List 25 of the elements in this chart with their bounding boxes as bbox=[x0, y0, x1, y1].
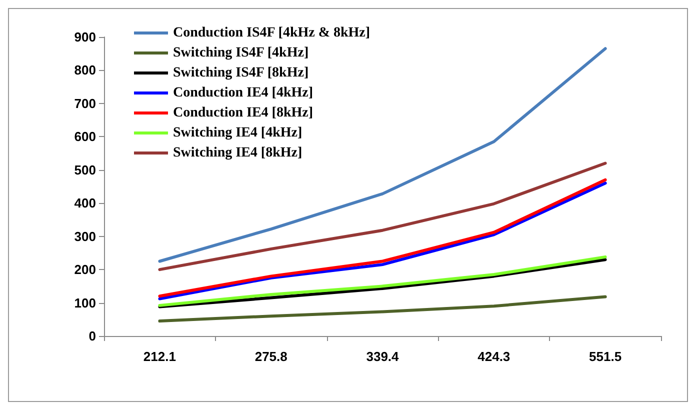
y-tick-label: 800 bbox=[74, 62, 96, 78]
y-tick-label: 700 bbox=[74, 96, 96, 111]
legend-label: Conduction IE4 [8kHz] bbox=[173, 106, 314, 120]
y-tick-label: 500 bbox=[74, 162, 96, 178]
legend-label: Switching IE4 [4kHz] bbox=[173, 126, 302, 140]
x-tick-label: 339.4 bbox=[366, 349, 400, 364]
y-tick-label: 400 bbox=[74, 196, 96, 211]
legend-label: Conduction IS4F [4kHz & 8kHz] bbox=[173, 26, 370, 40]
x-tick-label: 212.1 bbox=[143, 349, 176, 364]
y-tick-label: 100 bbox=[74, 295, 96, 310]
x-tick-label: 275.8 bbox=[254, 349, 288, 364]
line-series bbox=[158, 162, 607, 272]
y-tick-label: 900 bbox=[74, 30, 96, 44]
line-series bbox=[158, 47, 607, 263]
x-tick-label: 551.5 bbox=[589, 349, 622, 364]
legend-label: Switching IS4F [8kHz] bbox=[173, 66, 309, 80]
y-tick-label: 0 bbox=[88, 328, 96, 344]
legend-label: Conduction IE4 [4kHz] bbox=[173, 86, 314, 100]
y-tick-label: 300 bbox=[74, 228, 96, 244]
line-series bbox=[158, 295, 607, 323]
legend-label: Switching IS4F [4kHz] bbox=[173, 46, 309, 60]
y-tick-label: 600 bbox=[74, 129, 96, 144]
x-tick-label: 424.3 bbox=[478, 349, 510, 364]
y-tick-label: 200 bbox=[74, 262, 96, 278]
legend-label: Switching IE4 [8kHz] bbox=[173, 146, 302, 160]
